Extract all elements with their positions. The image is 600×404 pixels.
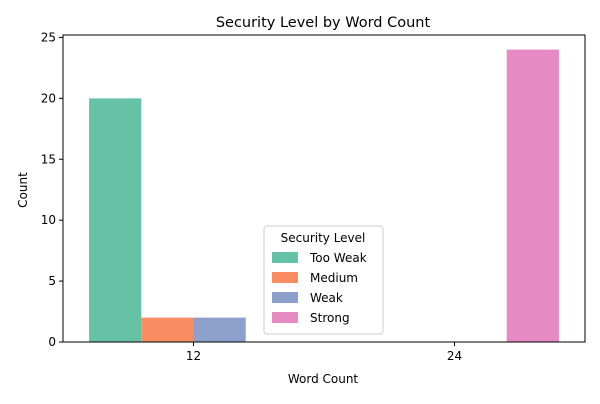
y-tick-label: 5 [48,274,56,288]
bar [193,317,246,342]
chart-title: Security Level by Word Count [216,15,431,31]
y-ticks-group: 0 5 10 15 20 25 [41,30,63,349]
legend-title: Security Level [281,231,366,245]
bars-group [89,49,559,343]
x-axis-label: Word Count [288,372,359,386]
legend-swatch [272,312,298,323]
y-tick-label: 0 [48,335,56,349]
bar [89,98,142,342]
legend-entries: Too Weak Medium Weak Strong [272,251,367,325]
legend-label: Strong [310,311,350,325]
legend-label: Medium [310,271,358,285]
plot-frame [62,34,586,343]
y-axis-label: Count [16,172,30,208]
y-tick-label: 10 [41,213,56,227]
x-tick-label: 12 [186,349,201,363]
y-tick-label: 20 [41,91,56,105]
legend-label: Weak [310,291,343,305]
bar [506,49,559,343]
legend-swatch [272,272,298,283]
y-tick-label: 15 [41,152,56,166]
legend-label: Too Weak [309,251,367,265]
legend-swatch [272,292,298,303]
x-tick-label: 24 [447,349,462,363]
x-ticks-group: 12 24 [186,342,462,363]
legend: Security Level Too Weak Medium Weak Strong [263,225,384,335]
legend-swatch [272,252,298,263]
bar [141,317,194,342]
y-tick-label: 25 [41,30,56,44]
